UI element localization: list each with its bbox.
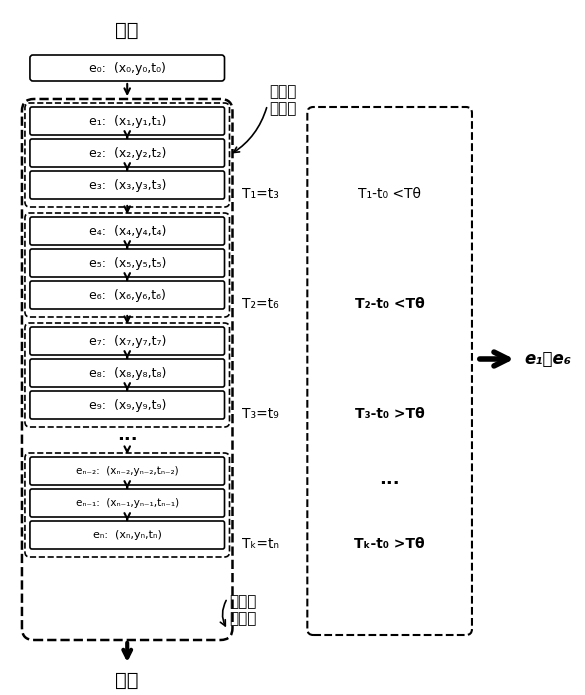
FancyBboxPatch shape <box>30 55 225 81</box>
Text: e₂:  (x₂,y₂,t₂): e₂: (x₂,y₂,t₂) <box>88 147 166 159</box>
Text: ...: ... <box>117 426 137 444</box>
FancyBboxPatch shape <box>30 249 225 277</box>
Text: e₆:  (x₆,y₆,t₆): e₆: (x₆,y₆,t₆) <box>89 288 166 302</box>
Text: e₀:  (x₀,y₀,t₀): e₀: (x₀,y₀,t₀) <box>89 61 166 74</box>
FancyBboxPatch shape <box>30 391 225 419</box>
FancyBboxPatch shape <box>30 359 225 387</box>
Text: 时域聚
类结果: 时域聚 类结果 <box>270 84 297 116</box>
FancyBboxPatch shape <box>30 281 225 309</box>
FancyBboxPatch shape <box>30 139 225 167</box>
Text: 第一存
储空间: 第一存 储空间 <box>229 594 257 626</box>
Text: T₁=t₃: T₁=t₃ <box>242 187 280 201</box>
FancyBboxPatch shape <box>30 171 225 199</box>
Text: T₃=t₉: T₃=t₉ <box>242 407 279 421</box>
Text: ...: ... <box>379 470 400 488</box>
Text: e₉:  (x₉,y₉,t₉): e₉: (x₉,y₉,t₉) <box>88 398 166 411</box>
Text: 移出: 移出 <box>115 671 139 689</box>
FancyBboxPatch shape <box>30 457 225 485</box>
FancyBboxPatch shape <box>30 327 225 355</box>
Text: 移入: 移入 <box>115 20 139 40</box>
Text: e₈:  (x₈,y₈,t₈): e₈: (x₈,y₈,t₈) <box>88 366 166 379</box>
FancyBboxPatch shape <box>30 217 225 245</box>
FancyBboxPatch shape <box>30 489 225 517</box>
Text: e₄:  (x₄,y₄,t₄): e₄: (x₄,y₄,t₄) <box>88 224 166 238</box>
Text: e₅:  (x₅,y₅,t₅): e₅: (x₅,y₅,t₅) <box>88 256 166 270</box>
Text: eₙ₋₁:  (xₙ₋₁,yₙ₋₁,tₙ₋₁): eₙ₋₁: (xₙ₋₁,yₙ₋₁,tₙ₋₁) <box>75 498 179 508</box>
Text: T₃-t₀ >Tθ: T₃-t₀ >Tθ <box>355 407 425 421</box>
Text: eₙ:  (xₙ,yₙ,tₙ): eₙ: (xₙ,yₙ,tₙ) <box>93 530 161 540</box>
Text: Tₖ=tₙ: Tₖ=tₙ <box>242 537 280 551</box>
Text: eₙ₋₂:  (xₙ₋₂,yₙ₋₂,tₙ₋₂): eₙ₋₂: (xₙ₋₂,yₙ₋₂,tₙ₋₂) <box>76 466 178 476</box>
Text: T₂-t₀ <Tθ: T₂-t₀ <Tθ <box>355 297 425 311</box>
Text: e₇:  (x₇,y₇,t₇): e₇: (x₇,y₇,t₇) <box>88 334 166 348</box>
Text: T₂=t₆: T₂=t₆ <box>242 297 279 311</box>
Text: T₁-t₀ <Tθ: T₁-t₀ <Tθ <box>358 187 421 201</box>
Text: e₁:  (x₁,y₁,t₁): e₁: (x₁,y₁,t₁) <box>88 115 166 127</box>
Text: e₃:  (x₃,y₃,t₃): e₃: (x₃,y₃,t₃) <box>88 179 166 192</box>
FancyBboxPatch shape <box>30 107 225 135</box>
Text: e₁～e₆: e₁～e₆ <box>525 350 572 368</box>
FancyBboxPatch shape <box>30 521 225 549</box>
Text: Tₖ-t₀ >Tθ: Tₖ-t₀ >Tθ <box>355 537 425 551</box>
